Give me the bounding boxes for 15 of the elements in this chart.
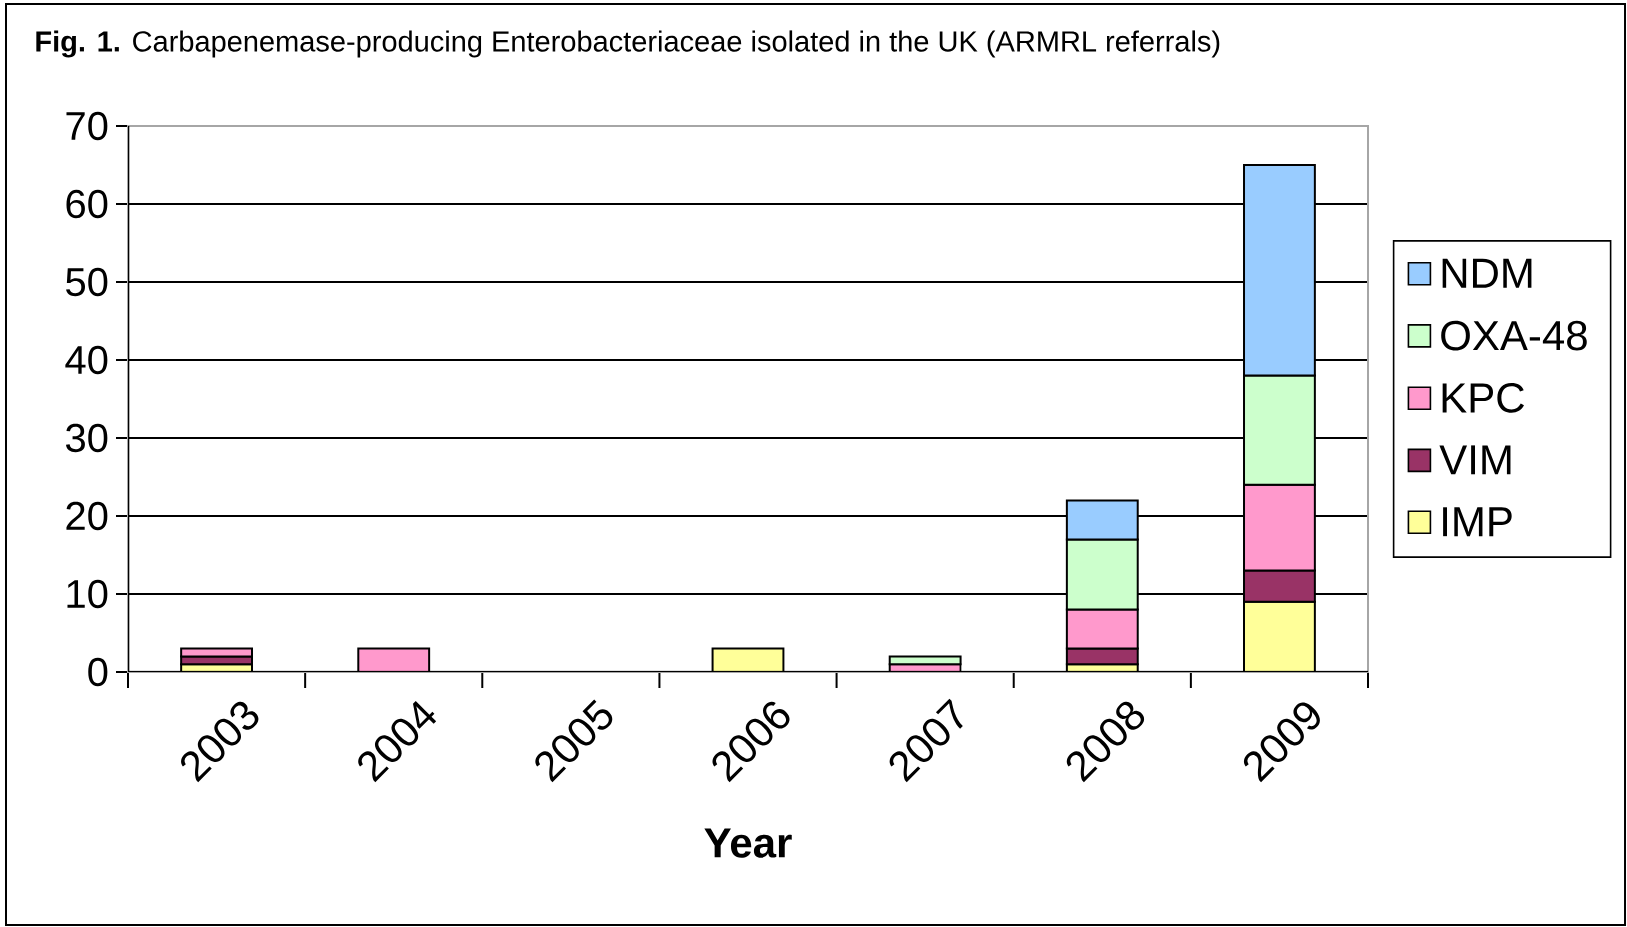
y-tick-label: 70 [66, 111, 108, 141]
legend-label: IMP [1443, 507, 1512, 537]
y-tick-label: 10 [67, 579, 108, 609]
legend-label: NDM [1442, 258, 1532, 288]
legend-label: KPC [1442, 383, 1524, 413]
y-tick-label: 40 [65, 345, 108, 375]
chart-title: Fig. 1. Carbapenemase-producing Enterobacteriaceae isolated in the UK (ARMRL referrals) [36, 30, 1220, 58]
y-tick-label: 30 [65, 423, 108, 453]
y-tick-label: 20 [66, 501, 108, 531]
x-axis-title: Year [704, 828, 792, 858]
legend-label: OXA-48 [1441, 320, 1587, 351]
y-tick-label: 0 [88, 657, 108, 687]
y-tick-label: 50 [66, 267, 108, 297]
y-tick-label: 60 [66, 189, 108, 219]
legend-label: VIM [1439, 445, 1511, 475]
